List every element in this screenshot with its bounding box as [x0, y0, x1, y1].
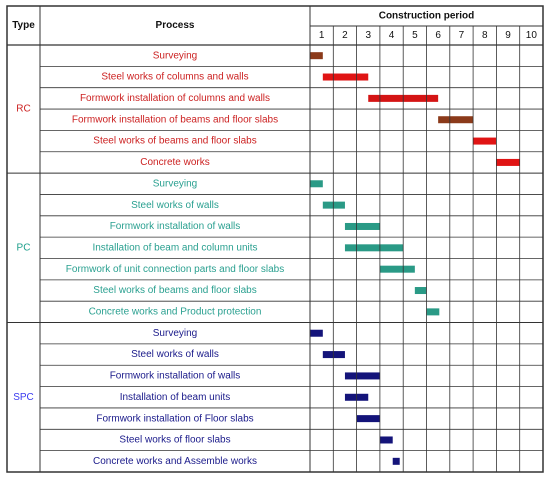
task-bar	[379, 265, 415, 273]
process-label: Steel works of floor slabs	[119, 435, 230, 446]
task-bar	[344, 222, 380, 230]
process-label: Concrete works and Product protection	[89, 307, 262, 318]
process-label: Steel works of walls	[131, 200, 219, 211]
process-label: Formwork installation of columns and wal…	[80, 93, 270, 104]
task-bar	[344, 372, 380, 380]
task-bar	[322, 351, 345, 359]
process-label: Formwork installation of walls	[110, 221, 241, 232]
task-bar	[322, 201, 345, 209]
process-label: Steel works of beams and floor slabs	[93, 285, 256, 296]
task-bar	[379, 436, 393, 444]
process-label: Formwork installation of beams and floor…	[72, 114, 278, 125]
process-label: Concrete works	[140, 157, 209, 168]
period-label: 8	[482, 30, 488, 41]
period-label: 7	[459, 30, 465, 41]
period-label: 1	[319, 30, 325, 41]
task-bar	[414, 287, 427, 295]
task-bar	[310, 52, 323, 60]
task-bar	[344, 244, 404, 252]
task-bar	[310, 329, 323, 337]
period-label: 6	[435, 30, 441, 41]
type-label: SPC	[13, 392, 34, 403]
header-process: Process	[156, 20, 195, 31]
process-label: Surveying	[153, 328, 197, 339]
period-label: 5	[412, 30, 418, 41]
type-label: RC	[16, 104, 30, 115]
type-label: PC	[17, 242, 31, 253]
process-label: Steel works of walls	[131, 349, 219, 360]
task-bar	[310, 180, 323, 188]
task-bar	[473, 137, 497, 145]
process-label: Installation of beam and column units	[92, 242, 257, 253]
process-label: Steel works of beams and floor slabs	[93, 136, 256, 147]
process-label: Surveying	[153, 50, 197, 61]
process-label: Installation of beam units	[120, 392, 231, 403]
task-bar	[426, 308, 440, 316]
task-bar	[496, 158, 520, 166]
process-label: Steel works of columns and walls	[101, 72, 248, 83]
process-label: Surveying	[153, 178, 197, 189]
period-label: 4	[389, 30, 395, 41]
table-border	[6, 5, 544, 473]
process-label: Formwork of unit connection parts and fl…	[66, 264, 284, 275]
period-label: 10	[526, 30, 538, 41]
process-label: Formwork installation of Floor slabs	[96, 413, 253, 424]
period-label: 2	[342, 30, 348, 41]
process-label: Concrete works and Assemble works	[93, 456, 257, 467]
header-construction-period: Construction period	[379, 11, 475, 22]
task-bar	[322, 73, 369, 81]
task-bar	[438, 116, 474, 124]
period-label: 3	[365, 30, 371, 41]
process-label: Formwork installation of walls	[110, 371, 241, 382]
task-bar	[392, 457, 400, 465]
period-label: 9	[505, 30, 511, 41]
task-bar	[356, 415, 380, 423]
header-type: Type	[12, 20, 35, 31]
